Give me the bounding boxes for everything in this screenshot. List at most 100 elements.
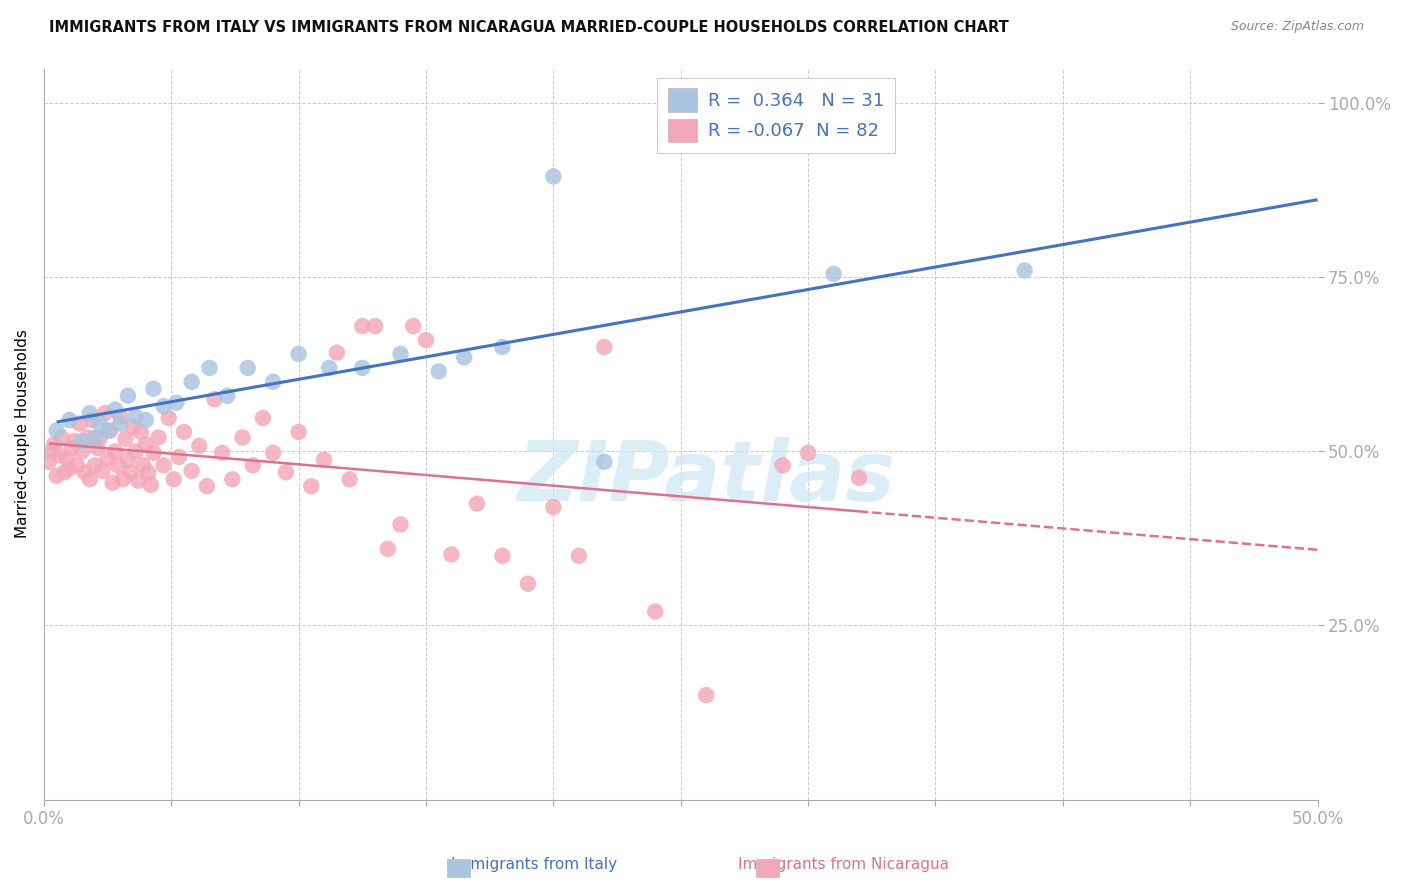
Point: [797, 446, 820, 460]
Point: [221, 472, 243, 486]
Point: [352, 360, 374, 375]
Point: [299, 479, 322, 493]
Point: [104, 402, 127, 417]
Point: [165, 395, 187, 409]
Point: [135, 437, 157, 451]
Point: [427, 364, 450, 378]
Point: [70, 444, 93, 458]
Point: [352, 319, 374, 334]
Point: [848, 471, 870, 485]
Point: [89, 430, 111, 444]
Point: [516, 576, 538, 591]
Point: [45, 424, 67, 438]
Point: [402, 319, 425, 334]
Point: [114, 432, 136, 446]
Point: [389, 347, 412, 361]
Point: [568, 549, 591, 563]
Point: [97, 424, 120, 438]
Point: [157, 411, 180, 425]
Point: [287, 347, 309, 361]
Point: [124, 444, 146, 458]
Point: [148, 430, 170, 444]
Text: ZIPatlas: ZIPatlas: [517, 437, 896, 518]
Point: [79, 472, 101, 486]
Point: [73, 465, 96, 479]
Point: [211, 446, 233, 460]
Point: [453, 351, 475, 365]
Point: [127, 474, 149, 488]
Point: [198, 360, 221, 375]
Point: [772, 458, 794, 473]
Point: [132, 458, 155, 473]
Text: Immigrants from Italy: Immigrants from Italy: [451, 857, 617, 872]
Point: [58, 462, 80, 476]
Point: [232, 430, 254, 444]
Point: [152, 458, 174, 473]
Point: [51, 430, 73, 444]
Point: [104, 444, 127, 458]
Y-axis label: Married-couple Households: Married-couple Households: [15, 329, 30, 539]
Point: [60, 441, 83, 455]
Point: [58, 413, 80, 427]
Point: [83, 458, 105, 473]
Point: [236, 360, 259, 375]
Legend: R =  0.364   N = 31, R = -0.067  N = 82: R = 0.364 N = 31, R = -0.067 N = 82: [658, 78, 896, 153]
Point: [82, 413, 104, 427]
Point: [1014, 263, 1036, 277]
Point: [69, 417, 91, 431]
Point: [83, 430, 105, 444]
Point: [110, 409, 132, 424]
Point: [152, 399, 174, 413]
Point: [262, 375, 284, 389]
Point: [287, 425, 309, 439]
Text: Source: ZipAtlas.com: Source: ZipAtlas.com: [1230, 20, 1364, 33]
Point: [188, 439, 211, 453]
Point: [415, 333, 437, 347]
Point: [180, 375, 202, 389]
Point: [56, 451, 79, 466]
Point: [217, 389, 239, 403]
Point: [318, 360, 340, 375]
Point: [89, 417, 111, 431]
Point: [120, 465, 142, 479]
Point: [314, 452, 336, 467]
Point: [97, 451, 120, 466]
Point: [98, 424, 121, 438]
Text: Immigrants from Nicaragua: Immigrants from Nicaragua: [738, 857, 949, 872]
Point: [129, 425, 152, 439]
Point: [117, 389, 139, 403]
Point: [465, 497, 488, 511]
Point: [274, 465, 297, 479]
Point: [94, 406, 117, 420]
Point: [491, 340, 513, 354]
Text: IMMIGRANTS FROM ITALY VS IMMIGRANTS FROM NICARAGUA MARRIED-COUPLE HOUSEHOLDS COR: IMMIGRANTS FROM ITALY VS IMMIGRANTS FROM…: [49, 20, 1010, 35]
Point: [242, 458, 264, 473]
Point: [142, 382, 165, 396]
Point: [252, 411, 274, 425]
Point: [101, 475, 124, 490]
Point: [48, 448, 70, 462]
Point: [644, 605, 666, 619]
Point: [593, 455, 616, 469]
Point: [107, 458, 129, 473]
Point: [163, 472, 186, 486]
Point: [38, 455, 60, 469]
Point: [139, 478, 162, 492]
Point: [173, 425, 195, 439]
Point: [124, 409, 146, 424]
Point: [204, 392, 226, 407]
Point: [76, 430, 98, 444]
Point: [117, 452, 139, 467]
Point: [364, 319, 387, 334]
Point: [142, 446, 165, 460]
Point: [79, 406, 101, 420]
Point: [122, 420, 145, 434]
Point: [491, 549, 513, 563]
Point: [823, 267, 845, 281]
Point: [91, 464, 114, 478]
Point: [593, 340, 616, 354]
Point: [42, 437, 65, 451]
Point: [339, 472, 361, 486]
Point: [180, 464, 202, 478]
Point: [695, 688, 717, 702]
